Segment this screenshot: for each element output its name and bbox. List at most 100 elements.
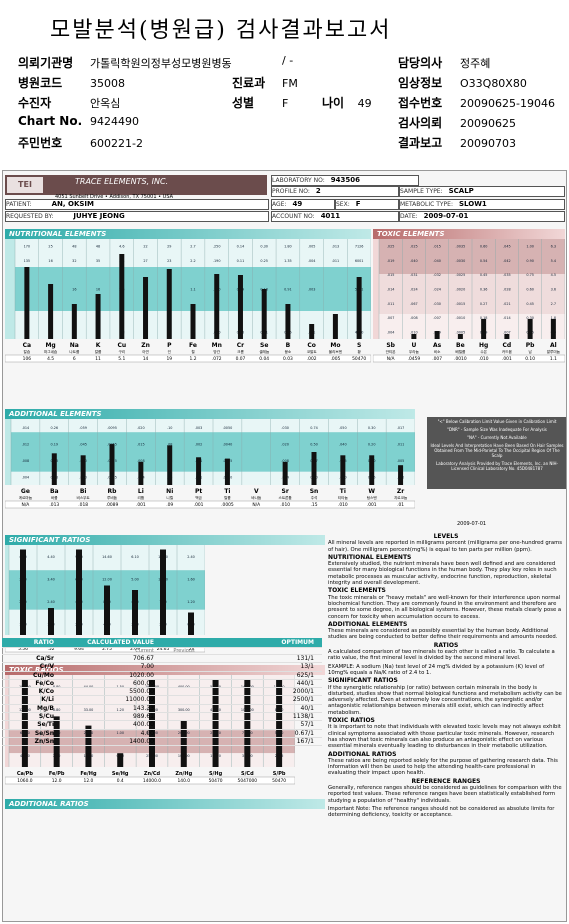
scale-label: .020	[137, 426, 145, 430]
value-label: 6	[73, 356, 76, 362]
scale-label: 2.2	[190, 259, 195, 263]
info-label: 결과보고	[398, 136, 443, 150]
scale-label: 2.40	[47, 600, 55, 604]
scale-label: .0040	[223, 442, 233, 446]
value-label: .002	[307, 356, 317, 362]
value-label: 2.09	[130, 646, 140, 652]
scale-label: 7126	[355, 245, 364, 249]
table-row: Mg/B 143.33 40/1	[2, 705, 322, 714]
table-cell: 600.00	[133, 679, 154, 687]
scale-label: 29	[167, 245, 171, 249]
table-cell: 5500.00	[129, 688, 154, 696]
scale-label: 135	[24, 259, 30, 263]
scale-label: 0.30	[260, 245, 268, 249]
scale-label: 0.75	[526, 273, 534, 277]
scale-label: .030	[281, 426, 289, 430]
chart-bar	[224, 458, 230, 485]
scale-label: 400.00	[178, 685, 190, 689]
tr-text: It is important to note that individuals…	[328, 724, 561, 750]
table-cell: 13/1	[300, 663, 314, 671]
chart-bar	[311, 452, 317, 485]
category-korean: 주석	[311, 495, 318, 500]
chart-bar	[160, 549, 166, 635]
age-info: 나이 49	[322, 96, 372, 110]
info-label: 성별	[232, 96, 255, 110]
lab-no-field: LABORATORY NO: 943506	[271, 175, 419, 186]
scale-label: 1.20	[116, 708, 124, 712]
scale-label: 5.00	[131, 577, 139, 581]
scale-label: .0050	[223, 426, 233, 430]
info-value: 안옥심	[90, 97, 121, 110]
chart-bar	[190, 304, 196, 339]
info-row: 진료과 FM	[232, 74, 298, 91]
category-label: V	[254, 488, 259, 495]
table-cell: Se/Sn	[34, 729, 54, 737]
table-cell: Cr/V	[39, 663, 54, 671]
scale-label: .005	[308, 245, 316, 249]
table-cell	[154, 721, 214, 728]
value-label: .010	[280, 502, 290, 508]
toxic-svg: .025 .025 .015 .0035 0.60 .045 1.00 6.3 .019 .040…	[373, 239, 565, 363]
scale-label: 25	[48, 245, 52, 249]
example-text: EXAMPLE: A sodium (Na) test level of 24 …	[328, 663, 545, 676]
info-label: 병원코드	[18, 76, 63, 90]
table-row: K/Li 11000.00 2500/1	[2, 696, 322, 705]
chart-bar	[109, 444, 115, 485]
scale-label: .007	[503, 330, 511, 334]
table-cell	[154, 680, 214, 687]
ratios-heading: RATIOS	[433, 641, 459, 649]
significant_ratios-svg: 4.404.409.0014.606.1016.902.403.403.406.…	[5, 545, 205, 653]
category-label: Mg	[45, 342, 55, 349]
value-row	[373, 354, 565, 363]
axis-strip	[5, 239, 15, 339]
value-label: 2.75	[102, 646, 112, 652]
chart-bar	[504, 334, 510, 339]
scale-label: .007	[387, 316, 395, 320]
info-label: 수진자	[18, 96, 52, 110]
toxic-heading: TOXIC ELEMENTS	[328, 587, 386, 595]
table-row: Se/Sn 4.00 0.67/1	[2, 730, 322, 738]
value-label: .24	[188, 646, 195, 652]
additional-ratios-table: RATIO CALCULATED VALUE OPTIMUM Current Previ…	[2, 638, 322, 747]
chart-bar	[196, 457, 202, 485]
table-cell: 11000.00	[125, 696, 154, 704]
scale-label: 1.1	[190, 288, 195, 292]
category-label: Pt	[195, 488, 202, 495]
scale-label: 0.14	[237, 245, 245, 249]
chart-bar	[332, 314, 338, 339]
scale-label: 4.40	[47, 555, 55, 559]
chart-bar	[261, 289, 267, 339]
toxic_ratios-svg: 180.008.8044.001.501900.00400.0056000142…	[5, 675, 295, 785]
category-korean: 베릴륨	[455, 349, 466, 354]
chart-bar	[85, 725, 92, 767]
value-label: 4.5	[47, 356, 54, 362]
category-korean: 아연	[142, 349, 149, 354]
value-label: 5.56	[18, 646, 28, 652]
info-value: 가톨릭학원의정부성모병원병동	[90, 57, 232, 70]
chart-bar	[21, 679, 28, 767]
scale-label: .011	[332, 259, 340, 263]
chart-bar	[71, 304, 77, 339]
category-label: Fe/Pb	[49, 771, 65, 777]
scale-label: .011	[387, 302, 395, 306]
table-cell: K/Co	[38, 688, 54, 696]
value-label: .52	[48, 646, 55, 652]
info-value: 정주혜	[460, 57, 491, 70]
scale-label: 33.00	[84, 708, 94, 712]
category-label: As	[433, 342, 442, 349]
scale-label: .005	[397, 459, 405, 463]
chart-bar	[149, 679, 155, 767]
category-korean: 텅스텐	[367, 495, 378, 500]
chart-bar	[167, 445, 173, 485]
explanation-text: LEVELS All mineral levels are reported i…	[328, 532, 564, 820]
scale-label: 48	[72, 245, 76, 249]
scale-label: 1.35	[284, 259, 292, 263]
table-cell: Se/Ti	[37, 721, 54, 729]
scale-label: 2.7	[190, 245, 195, 249]
category-korean: 바나듐	[251, 495, 262, 500]
value-label: .001	[502, 356, 512, 362]
info-value: / -	[282, 54, 294, 67]
scale-label: .014	[503, 316, 511, 320]
category-label: Zr	[397, 488, 404, 495]
value-label: .0010	[454, 356, 467, 362]
